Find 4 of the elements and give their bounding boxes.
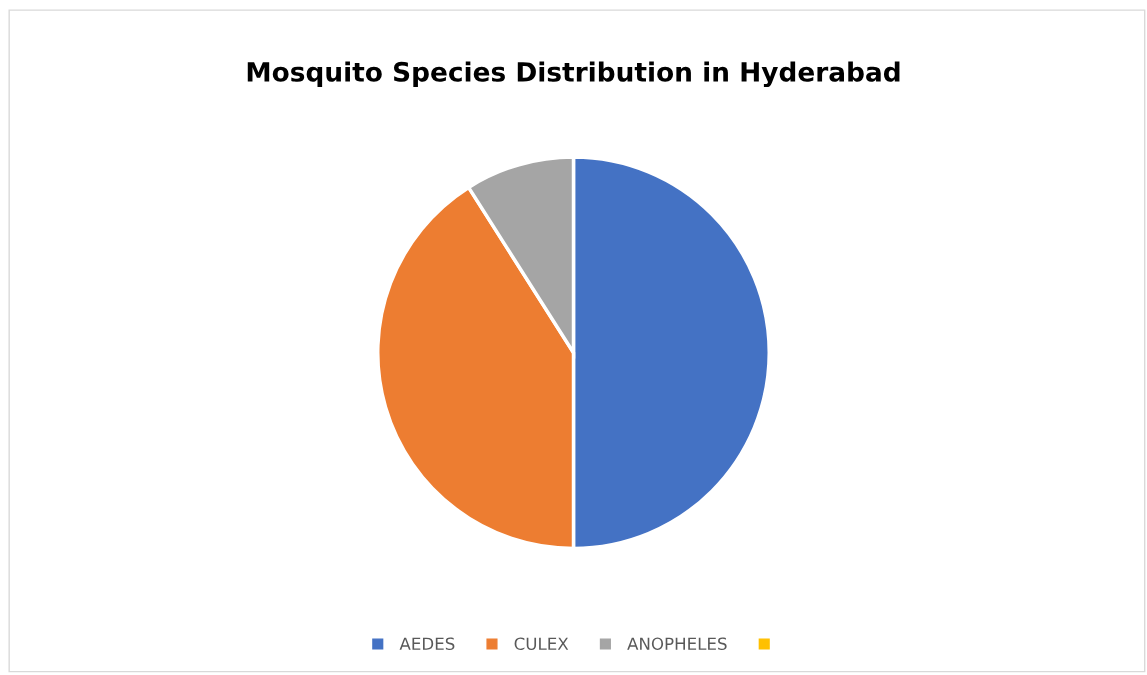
legend-label: CULEX — [514, 637, 569, 651]
chart-title: Mosquito Species Distribution in Hyderabad — [247, 61, 900, 88]
legend-label: AEDES — [399, 637, 455, 651]
legend-label: ANOPHELES — [627, 637, 727, 651]
